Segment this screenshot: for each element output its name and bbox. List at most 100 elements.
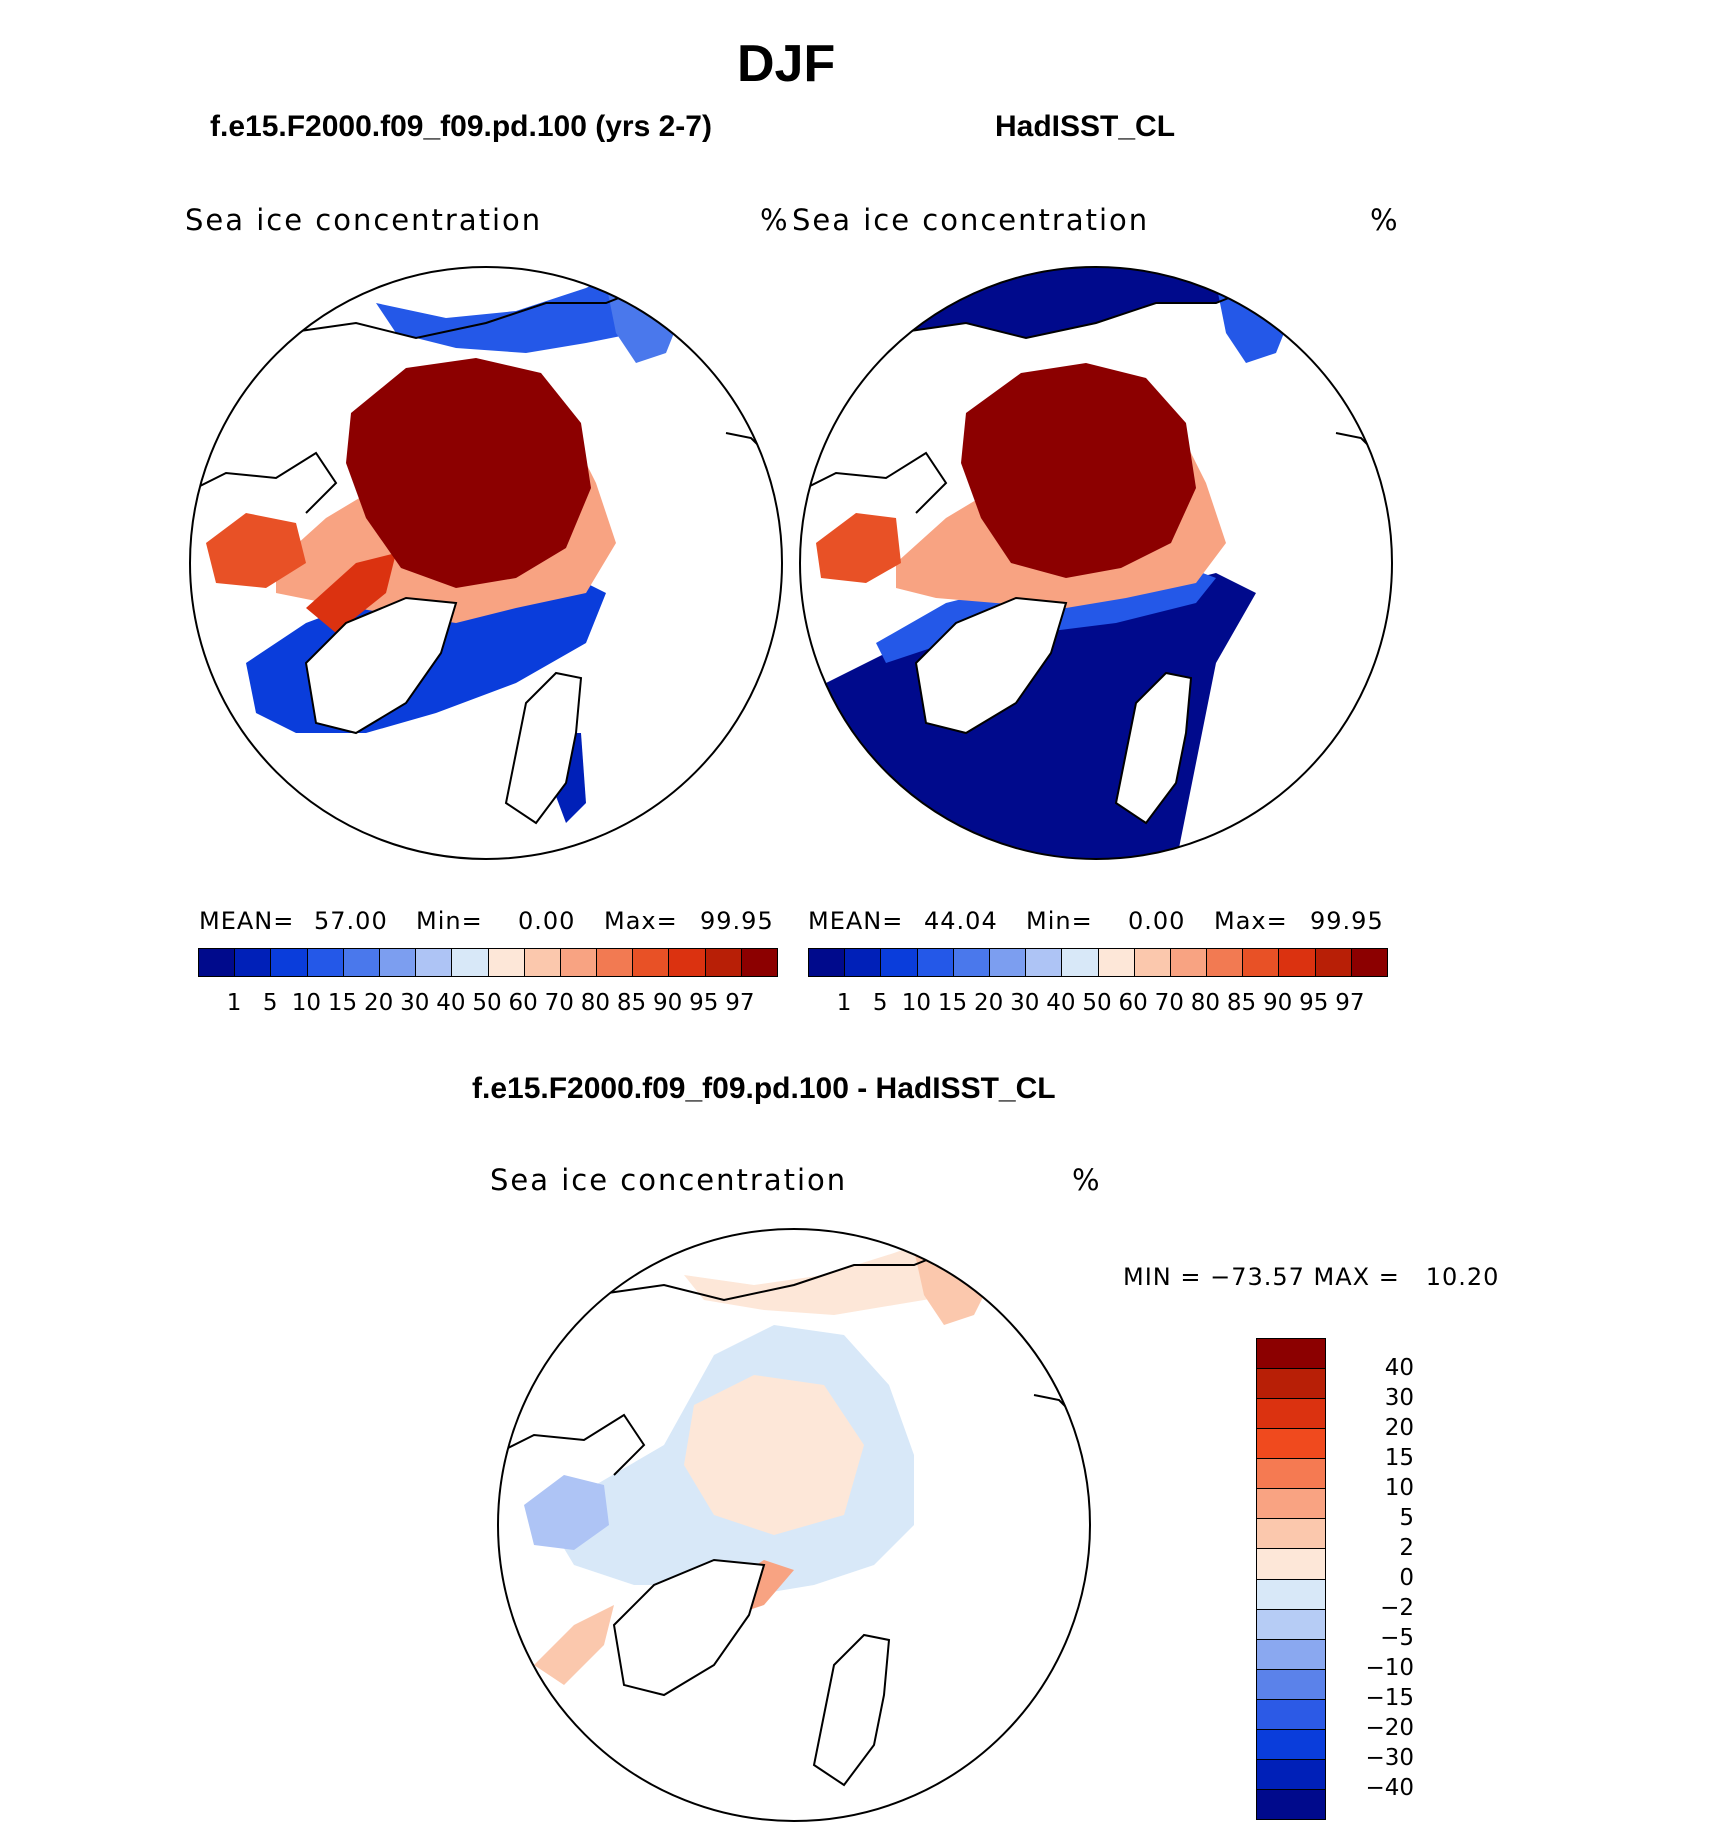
colorbar-swatch: [1207, 949, 1244, 976]
colorbar-swatch: [597, 949, 634, 976]
colorbar-swatch: [488, 949, 525, 976]
colorbar-tick-label: 90: [652, 990, 683, 1016]
colorbar-tick-label: 20: [973, 990, 1004, 1016]
colorbar-tick-label: 40: [1384, 1355, 1414, 1381]
colorbar-swatch: [452, 949, 489, 976]
colorbar-tick-label: 60: [1118, 990, 1148, 1016]
diff-variable-label: Sea ice concentration: [490, 1163, 848, 1197]
model-scandinavia-land: [504, 671, 583, 825]
colorbar-swatch: [379, 949, 417, 976]
colorbar-swatch: [953, 949, 990, 976]
colorbar-tick-label: −40: [1365, 1775, 1414, 1801]
colorbar-swatch: [524, 949, 561, 976]
model-ice-baffin: [306, 553, 396, 633]
colorbar-swatch: [741, 949, 777, 976]
model-variable-label: Sea ice concentration: [185, 203, 543, 237]
colorbar-tick-label: 5: [262, 990, 278, 1016]
colorbar-tick-label: 20: [363, 990, 394, 1016]
obs-units-label: %: [1370, 203, 1400, 237]
colorbar-tick-label: 70: [1154, 990, 1184, 1016]
colorbar-swatch: [235, 949, 272, 976]
colorbar-tick-label: 97: [1335, 990, 1365, 1016]
colorbar-tick-label: 30: [400, 990, 430, 1016]
colorbar-tick-label: 50: [472, 990, 502, 1016]
colorbar-swatch: [1257, 1609, 1325, 1640]
colorbar-tick-label: 2: [1399, 1535, 1414, 1561]
colorbar-swatch: [705, 949, 742, 976]
colorbar-tick-label: 30: [1010, 990, 1040, 1016]
obs-scandinavia-land: [1114, 671, 1193, 825]
colorbar-swatch: [669, 949, 706, 976]
colorbar-swatch: [1062, 949, 1099, 976]
obs-max-value: 99.95: [1310, 907, 1384, 935]
obs-ice-pack: [961, 363, 1196, 578]
model-ice-pack: [346, 358, 591, 588]
model-min-value: 0.00: [518, 907, 576, 935]
colorbar-swatch: [1257, 1699, 1325, 1730]
model-max-label: Max=: [604, 907, 678, 935]
diff-case-title: f.e15.F2000.f09_f09.pd.100 - HadISST_CL: [472, 1072, 1056, 1105]
model-canada-coast: [190, 451, 338, 514]
colorbar-tick-label: 90: [1262, 990, 1293, 1016]
model-polar-map: [189, 266, 783, 860]
colorbar-tick-label: 80: [1190, 990, 1221, 1016]
colorbar-swatch: [1257, 1669, 1325, 1700]
colorbar-tick-label: 15: [327, 990, 358, 1016]
colorbar-swatch: [1257, 1489, 1325, 1520]
model-units-label: %: [760, 203, 790, 237]
colorbar-swatch: [343, 949, 380, 976]
colorbar-swatch: [1257, 1729, 1325, 1760]
colorbar-tick-label: 70: [544, 990, 574, 1016]
colorbar-swatch: [1257, 1639, 1325, 1670]
colorbar-swatch: [271, 949, 308, 976]
colorbar-tick-label: 60: [508, 990, 538, 1016]
colorbar-swatch: [1257, 1789, 1325, 1819]
obs-variable-label: Sea ice concentration: [792, 203, 1150, 237]
colorbar-tick-label: 50: [1082, 990, 1112, 1016]
colorbar-swatch: [560, 949, 598, 976]
diff-units-label: %: [1072, 1163, 1102, 1197]
obs-canada-coast: [800, 451, 948, 514]
model-colorbar: [198, 948, 778, 977]
colorbar-swatch: [1315, 949, 1352, 976]
colorbar-swatch: [1243, 949, 1280, 976]
colorbar-swatch: [1134, 949, 1171, 976]
diff-scandinavia-land: [812, 1633, 891, 1787]
colorbar-tick-label: 30: [1384, 1385, 1414, 1411]
obs-greenland-land: [914, 596, 1068, 735]
colorbar-tick-label: −5: [1380, 1625, 1414, 1651]
colorbar-tick-label: 85: [616, 990, 647, 1016]
diff-central-slight: [684, 1375, 864, 1535]
diff-greenland-land: [612, 1558, 766, 1697]
colorbar-swatch: [416, 949, 453, 976]
colorbar-swatch: [307, 949, 344, 976]
colorbar-swatch: [1257, 1429, 1325, 1460]
obs-min-label: Min=: [1026, 907, 1093, 935]
colorbar-tick-label: 15: [937, 990, 968, 1016]
obs-mean-value: 44.04: [924, 907, 998, 935]
colorbar-tick-label: 5: [872, 990, 888, 1016]
colorbar-swatch: [633, 949, 670, 976]
diff-pacific-positive: [684, 1235, 984, 1315]
colorbar-tick-label: −2: [1380, 1595, 1414, 1621]
diff-colorbar: [1256, 1338, 1326, 1820]
obs-polar-map: [799, 266, 1393, 860]
colorbar-swatch: [1257, 1519, 1325, 1550]
colorbar-tick-label: 40: [436, 990, 466, 1016]
diff-polar-map: [497, 1228, 1091, 1822]
colorbar-tick-label: 1: [226, 990, 242, 1016]
model-mean-label: MEAN=: [199, 907, 295, 935]
colorbar-tick-label: 85: [1226, 990, 1257, 1016]
diff-minmax-text: MIN = −73.57 MAX = 10.20: [1123, 1263, 1500, 1291]
obs-case-title: HadISST_CL: [995, 110, 1176, 143]
obs-ice-hudson: [816, 513, 901, 583]
diff-colorbar-labels: 40 30 20 15 10 5 2 0 −2 −5 −10 −15 −20 −30 −40: [1334, 1338, 1414, 1818]
colorbar-swatch: [1257, 1459, 1325, 1490]
obs-colorbar-labels: 1 5 10 15 20 30 40 50 60 70 80 85 90 95 97: [808, 990, 1386, 1020]
model-min-label: Min=: [416, 907, 483, 935]
colorbar-swatch: [1257, 1399, 1325, 1430]
colorbar-tick-label: 10: [291, 990, 322, 1016]
obs-colorbar: [808, 948, 1388, 977]
colorbar-swatch: [845, 949, 882, 976]
colorbar-swatch: [1257, 1759, 1325, 1790]
